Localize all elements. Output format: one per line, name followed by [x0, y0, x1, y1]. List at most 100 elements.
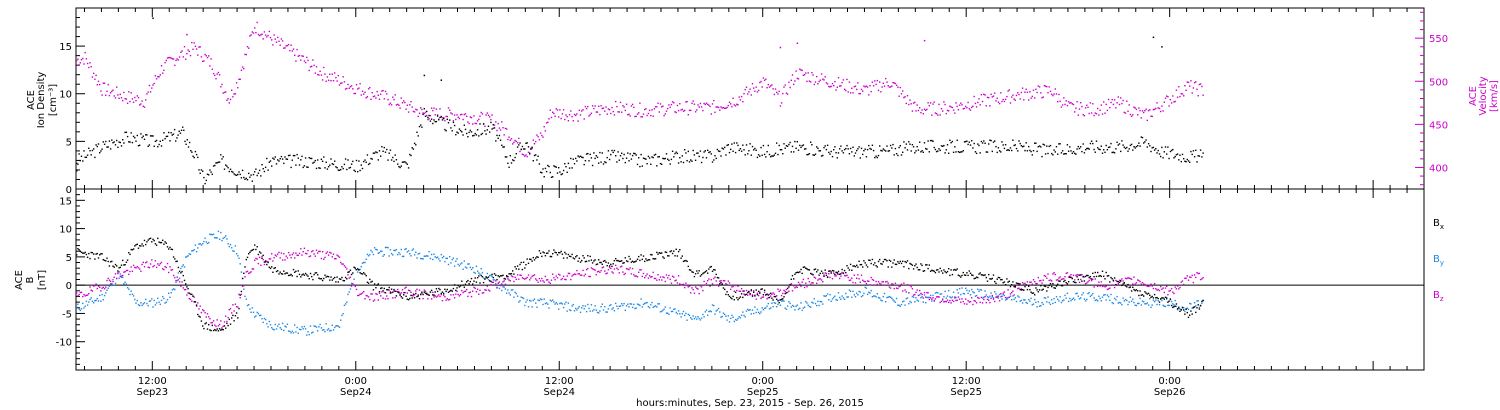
bx-point	[654, 258, 657, 260]
velocity-point	[412, 110, 415, 113]
bz-point	[566, 275, 568, 277]
bx-point	[143, 239, 146, 242]
bz-point	[808, 281, 811, 283]
density-point	[871, 144, 874, 146]
bz-point	[831, 278, 834, 280]
density-point	[1059, 143, 1061, 145]
velocity-point	[91, 76, 94, 78]
density-point	[260, 175, 262, 177]
bz-point	[172, 274, 175, 277]
velocity-point	[635, 115, 637, 118]
velocity-point	[611, 106, 613, 109]
density-point	[439, 116, 441, 119]
bz-point	[823, 274, 825, 276]
velocity-point	[974, 102, 977, 105]
velocity-point	[847, 91, 849, 93]
bz-point	[711, 283, 714, 285]
bz-point	[185, 288, 187, 291]
by-point	[433, 253, 435, 255]
bz-point	[145, 262, 147, 264]
density-point	[722, 148, 725, 150]
bx-point	[126, 259, 129, 261]
density-point	[187, 146, 190, 148]
density-point	[166, 135, 169, 137]
density-point	[129, 141, 131, 143]
bx-point	[738, 297, 740, 299]
velocity-point	[1133, 106, 1135, 108]
bz-point	[1000, 293, 1002, 295]
bz-point	[892, 283, 894, 285]
bz-point	[1137, 279, 1139, 281]
bz-point	[119, 275, 121, 278]
bx-point	[1092, 272, 1094, 274]
by-point	[125, 283, 128, 285]
bx-point	[502, 274, 504, 276]
density-point	[1170, 149, 1173, 152]
bz-point	[825, 272, 828, 275]
bx-point	[457, 284, 459, 287]
bx-point	[1052, 283, 1054, 285]
by-point	[828, 299, 830, 301]
bx-point	[433, 294, 435, 296]
bx-point	[817, 269, 819, 271]
density-point	[145, 134, 147, 136]
bx-point	[849, 263, 852, 266]
bz-point	[1189, 276, 1191, 278]
bz-point	[904, 289, 906, 291]
velocity-point	[272, 44, 274, 46]
bz-point	[506, 276, 508, 278]
density-point	[1161, 46, 1163, 48]
bx-point	[808, 269, 811, 271]
by-point	[154, 304, 157, 306]
bx-point	[819, 272, 821, 275]
by-point	[375, 248, 377, 251]
density-point	[778, 144, 780, 147]
velocity-point	[864, 86, 866, 88]
velocity-point	[206, 56, 209, 59]
density-point	[1157, 149, 1159, 152]
density-point	[601, 152, 603, 154]
bz-point	[812, 282, 814, 284]
bx-point	[599, 261, 601, 264]
bz-point	[283, 253, 285, 255]
bx-point	[134, 245, 136, 247]
density-point	[835, 152, 837, 154]
bx-point	[84, 251, 86, 254]
bx-point	[129, 253, 131, 256]
density-point	[212, 165, 215, 167]
velocity-point	[435, 108, 438, 110]
velocity-point	[481, 113, 484, 115]
density-point	[738, 149, 740, 152]
bz-point	[337, 255, 339, 257]
velocity-point	[275, 41, 278, 43]
velocity-point	[439, 108, 441, 110]
bz-point	[916, 289, 918, 291]
bz-point	[857, 274, 859, 276]
by-point	[662, 309, 664, 312]
velocity-point	[684, 109, 686, 112]
by-point	[638, 304, 640, 306]
bz-point	[347, 274, 349, 276]
velocity-point	[467, 121, 469, 123]
velocity-point	[329, 73, 331, 75]
velocity-point	[90, 66, 92, 68]
density-point	[555, 166, 557, 168]
velocity-point	[911, 110, 914, 112]
density-point	[687, 150, 689, 153]
density-point	[278, 160, 280, 162]
velocity-point	[212, 72, 215, 75]
velocity-point	[281, 40, 284, 42]
bz-point	[340, 261, 342, 264]
by-point	[904, 304, 906, 306]
bx-point	[876, 266, 878, 268]
by-point	[329, 330, 331, 332]
velocity-point	[961, 104, 963, 106]
velocity-point	[413, 111, 416, 113]
bx-point	[112, 265, 114, 267]
density-point	[357, 171, 359, 173]
bx-point	[403, 294, 405, 296]
velocity-point	[406, 104, 408, 106]
bz-point	[1185, 277, 1187, 279]
density-point	[694, 159, 697, 161]
bz-point	[583, 275, 585, 277]
